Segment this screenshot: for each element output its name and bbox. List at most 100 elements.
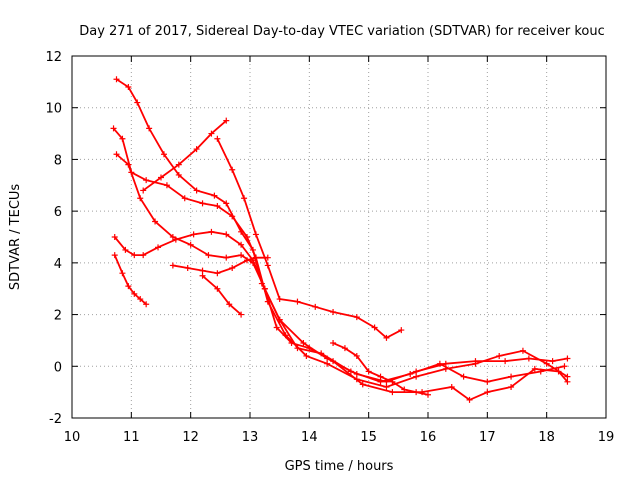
data-point [543, 360, 550, 367]
data-point [448, 383, 455, 390]
series-track-7 [169, 254, 271, 277]
data-point [119, 270, 126, 277]
data-point [484, 378, 491, 385]
series-trace [116, 78, 568, 383]
data-point [276, 316, 283, 323]
data-point [140, 252, 147, 259]
data-point [111, 252, 118, 259]
data-point [134, 99, 141, 106]
data-point [300, 340, 307, 347]
data-point [214, 285, 221, 292]
series-trace [112, 127, 568, 388]
data-point [208, 228, 215, 235]
data-point [143, 177, 150, 184]
data-point [181, 195, 188, 202]
data-point [383, 334, 390, 341]
data-point [199, 267, 206, 274]
data-point [389, 378, 396, 385]
y-tick-label: 10 [45, 102, 62, 117]
data-point [226, 301, 233, 308]
data-point [111, 234, 118, 240]
data-point [119, 135, 126, 142]
data-point [330, 340, 337, 347]
data-point [466, 396, 473, 403]
x-tick-label: 12 [182, 430, 199, 445]
data-point [383, 383, 390, 390]
y-tick-label: 0 [54, 360, 62, 375]
data-point [389, 389, 396, 396]
data-point [143, 301, 150, 308]
data-point [244, 257, 251, 264]
x-tick-label: 18 [538, 430, 555, 445]
series-trace [113, 254, 147, 305]
x-tick-label: 19 [598, 430, 615, 445]
series-trace [201, 275, 242, 316]
data-point [163, 182, 170, 189]
data-point [398, 327, 405, 334]
data-point [472, 360, 479, 367]
data-point [365, 368, 372, 375]
data-point [519, 347, 526, 354]
y-axis-label: SDTVAR / TECUs [8, 184, 23, 291]
x-tick-label: 13 [242, 430, 259, 445]
data-point [294, 298, 301, 305]
series-trace [142, 119, 227, 192]
series-track-8 [199, 272, 245, 318]
data-point [169, 262, 176, 269]
data-point [211, 192, 218, 199]
data-point [484, 389, 491, 396]
data-point [125, 161, 132, 168]
data-point [377, 373, 384, 380]
y-tick-label: 4 [54, 257, 62, 272]
data-point [223, 231, 230, 238]
data-point [564, 355, 571, 362]
x-tick-label: 17 [479, 430, 496, 445]
data-point [261, 285, 268, 292]
series-track-1 [113, 76, 571, 385]
data-point [241, 195, 248, 202]
data-point [110, 125, 117, 132]
data-point [496, 352, 503, 359]
data-point [193, 187, 200, 194]
series-track-9 [111, 252, 150, 308]
data-point [561, 363, 568, 370]
data-point [549, 358, 556, 365]
data-point [208, 130, 215, 137]
x-tick-label: 11 [123, 430, 140, 445]
data-point [199, 200, 206, 207]
data-point [175, 171, 182, 178]
data-point [442, 360, 449, 367]
data-point [303, 352, 310, 359]
data-point [564, 378, 571, 385]
data-point [229, 166, 236, 173]
data-point [137, 296, 144, 303]
y-tick-label: 2 [54, 309, 62, 324]
plot-frame [71, 55, 607, 419]
data-point [146, 125, 153, 132]
data-point [229, 265, 236, 272]
x-axis-label: GPS time / hours [285, 459, 394, 474]
series-track-10 [330, 340, 431, 398]
chart-title: Day 271 of 2017, Sidereal Day-to-day VTE… [79, 24, 605, 39]
data-point [276, 296, 283, 303]
data-point [184, 265, 191, 272]
axis-ticks [71, 55, 607, 419]
data-point [425, 391, 431, 398]
data-point [223, 200, 230, 207]
x-tick-label: 14 [301, 430, 318, 445]
series-trace [114, 230, 565, 383]
data-point [160, 151, 167, 158]
y-tick-label: 6 [54, 205, 62, 220]
data-point [353, 314, 360, 321]
data-point [137, 195, 144, 202]
data-point [229, 213, 236, 220]
data-point [199, 272, 206, 279]
data-point [436, 360, 443, 367]
x-tick-label: 16 [420, 430, 437, 445]
data-point [324, 360, 331, 367]
data-point [413, 373, 420, 380]
data-point [564, 373, 571, 380]
x-tick-label: 15 [360, 430, 377, 445]
data-point [131, 290, 138, 297]
